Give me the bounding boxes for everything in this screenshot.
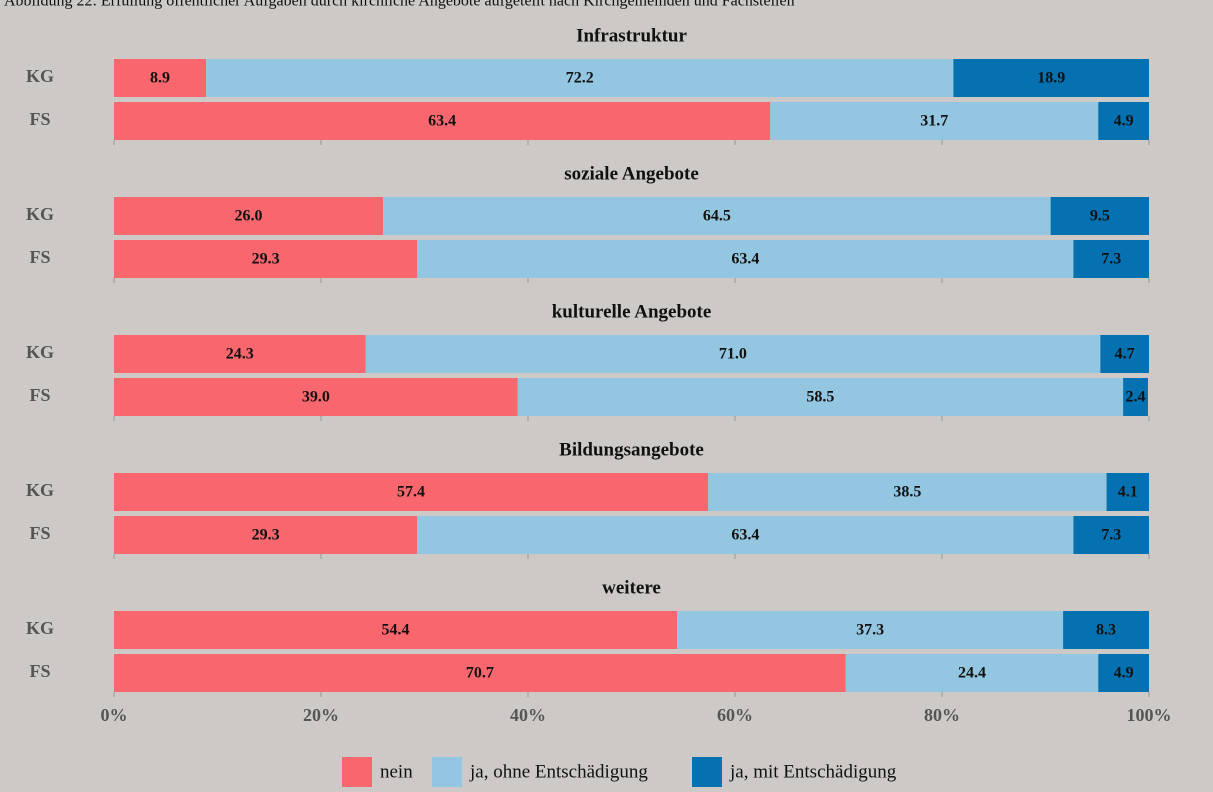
bar-segment (770, 102, 1099, 140)
legend-swatch (432, 757, 462, 787)
bar-segment (114, 516, 418, 554)
legend-swatch (692, 757, 722, 787)
x-tick-label: 60% (717, 705, 753, 725)
legend-swatch (342, 757, 372, 787)
data-label: 24.3 (226, 346, 254, 363)
bar-segment (417, 516, 1074, 554)
data-label: 2.4 (1126, 389, 1146, 406)
data-label: 63.4 (428, 113, 456, 130)
x-tick-label: 100% (1127, 705, 1172, 725)
legend-label: ja, mit Entschädigung (729, 761, 897, 782)
x-tick-label: 0% (101, 705, 128, 725)
bar-segment (1106, 473, 1149, 511)
bar-segment (114, 335, 366, 373)
panel-title: Bildungsangebote (559, 439, 704, 460)
data-label: 4.9 (1114, 113, 1134, 130)
y-tick-label: FS (29, 385, 50, 405)
bar-segment (1073, 240, 1149, 278)
bar-segment (1100, 335, 1149, 373)
bar-segment (114, 197, 384, 235)
panel-title: Infrastruktur (576, 25, 687, 46)
data-label: 8.3 (1096, 622, 1116, 639)
data-label: 8.9 (150, 70, 170, 87)
y-tick-label: KG (26, 66, 54, 86)
bar-segment (114, 378, 518, 416)
x-tick-label: 40% (510, 705, 546, 725)
data-label: 54.4 (382, 622, 410, 639)
bar-segment (383, 197, 1051, 235)
data-label: 24.4 (958, 665, 986, 682)
y-tick-label: FS (29, 661, 50, 681)
y-tick-label: KG (26, 618, 54, 638)
bar-segment (708, 473, 1107, 511)
panel-title: kulturelle Angebote (552, 301, 712, 322)
y-tick-label: KG (26, 342, 54, 362)
data-label: 29.3 (252, 251, 280, 268)
data-label: 38.5 (893, 484, 921, 501)
data-label: 58.5 (806, 389, 834, 406)
bar-segment (1098, 102, 1149, 140)
data-label: 72.2 (566, 70, 594, 87)
bar-segment (206, 59, 954, 97)
data-label: 39.0 (302, 389, 330, 406)
data-label: 37.3 (856, 622, 884, 639)
data-label: 63.4 (731, 527, 759, 544)
bar-segment (114, 473, 709, 511)
data-label: 7.3 (1101, 251, 1121, 268)
bar-segment (845, 654, 1099, 692)
bar-segment (114, 654, 846, 692)
bar-segment (517, 378, 1124, 416)
data-label: 7.3 (1101, 527, 1121, 544)
data-label: 64.5 (703, 208, 731, 225)
y-tick-label: FS (29, 523, 50, 543)
data-label: 4.1 (1118, 484, 1138, 501)
y-tick-label: KG (26, 204, 54, 224)
bar-segment (114, 59, 207, 97)
bar-segment (1063, 611, 1149, 649)
bar-segment (114, 240, 418, 278)
y-tick-label: KG (26, 480, 54, 500)
x-tick-label: 80% (924, 705, 960, 725)
data-label: 63.4 (731, 251, 759, 268)
bar-segment (114, 611, 678, 649)
data-label: 70.7 (466, 665, 494, 682)
bar-segment (1050, 197, 1149, 235)
data-label: 9.5 (1090, 208, 1110, 225)
data-label: 29.3 (252, 527, 280, 544)
bar-segment (1098, 654, 1149, 692)
y-tick-label: FS (29, 247, 50, 267)
y-tick-label: FS (29, 109, 50, 129)
data-label: 4.9 (1114, 665, 1134, 682)
caption: Abbildung 22: Erfüllung öffentlicher Auf… (4, 0, 795, 10)
data-label: 26.0 (235, 208, 263, 225)
data-label: 4.7 (1115, 346, 1135, 363)
bar-segment (677, 611, 1064, 649)
legend-label: nein (380, 761, 413, 782)
bar-segment (1073, 516, 1149, 554)
bar-segment (1123, 378, 1148, 416)
bar-segment (114, 102, 771, 140)
legend-label: ja, ohne Entschädigung (469, 761, 648, 782)
panel-title: weitere (602, 577, 661, 598)
bar-segment (953, 59, 1149, 97)
data-label: 71.0 (719, 346, 747, 363)
bar-segment (417, 240, 1074, 278)
panel-title: soziale Angebote (564, 163, 699, 184)
data-label: 31.7 (920, 113, 948, 130)
x-tick-label: 20% (303, 705, 339, 725)
data-label: 18.9 (1037, 70, 1065, 87)
bar-segment (365, 335, 1101, 373)
data-label: 57.4 (397, 484, 425, 501)
